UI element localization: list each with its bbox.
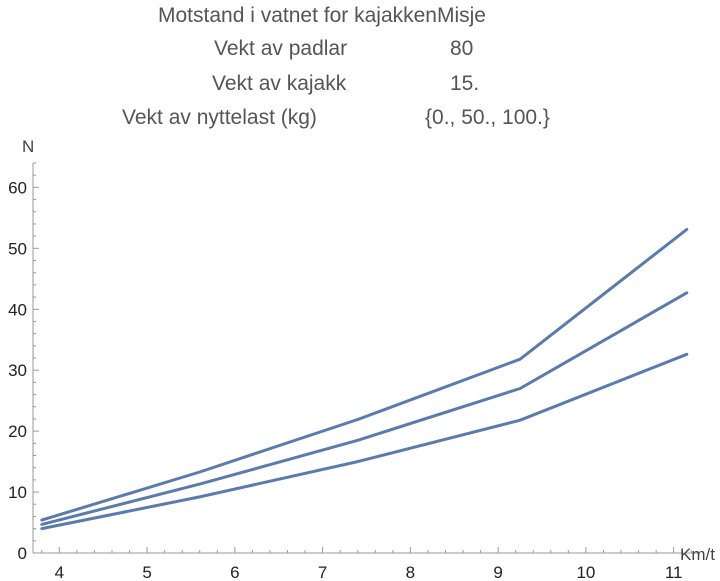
y-tick-label: 20 [8, 422, 27, 441]
y-tick-label: 10 [8, 483, 27, 502]
series-line-0 [40, 352, 689, 531]
x-axis-label: Km/t [680, 545, 715, 564]
x-tick-label: 8 [406, 563, 415, 581]
x-tick-label: 4 [55, 563, 64, 581]
x-tick-label: 6 [230, 563, 239, 581]
series-line-2 [40, 227, 689, 522]
y-axis-label: N [22, 137, 34, 156]
y-tick-label: 40 [8, 300, 27, 319]
x-tick-label: 10 [576, 563, 595, 581]
param-value-padler: 80 [450, 37, 474, 60]
x-tick-label: 7 [318, 563, 327, 581]
series-line-1 [40, 291, 689, 526]
param-value-kajakk: 15. [450, 72, 480, 95]
chart-title: Motstand i vatnet for kajakkenMisje [158, 4, 486, 27]
y-tick-label: 0 [18, 544, 27, 563]
y-tick-label: 50 [8, 239, 27, 258]
y-tick-label: 30 [8, 361, 27, 380]
y-tick-label: 60 [8, 178, 27, 197]
param-label-nyttelast: Vekt av nyttelast (kg) [122, 106, 317, 129]
param-value-nyttelast: {0., 50., 100.} [425, 106, 550, 129]
chart-header: Motstand i vatnet for kajakkenMisje Vekt… [0, 0, 720, 135]
x-tick-label: 5 [142, 563, 151, 581]
param-label-kajakk: Vekt av kajakk [212, 72, 347, 95]
x-tick-label: 11 [665, 563, 683, 581]
param-label-padler: Vekt av padlar [214, 37, 348, 60]
x-tick-label: 9 [493, 563, 502, 581]
